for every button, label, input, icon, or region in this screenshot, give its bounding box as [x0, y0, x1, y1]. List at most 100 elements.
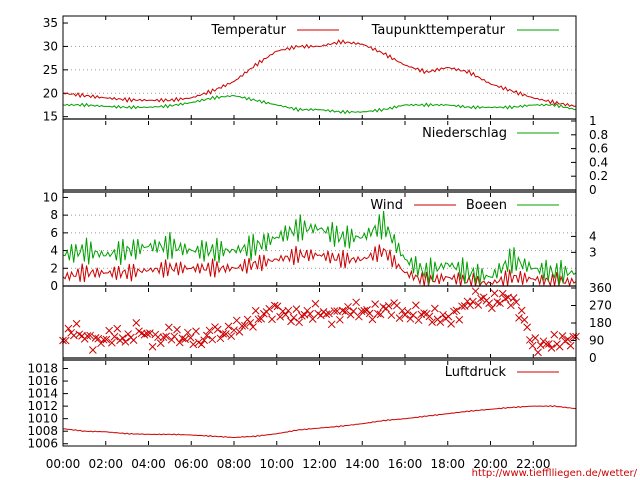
direction-point	[414, 316, 423, 325]
direction-point	[110, 332, 119, 341]
direction-point	[341, 307, 350, 316]
direction-point	[165, 323, 173, 332]
direction-point	[403, 307, 412, 316]
direction-point	[132, 319, 141, 327]
direction-point	[395, 314, 404, 322]
temp-ytick-label: 30	[43, 39, 58, 53]
direction-point	[268, 315, 276, 324]
wind-ytick-label: 2	[50, 261, 58, 275]
direction-point	[251, 306, 260, 315]
plot-frame	[62, 15, 577, 447]
pressure-ytick-label: 1010	[27, 412, 58, 426]
direction-point	[336, 315, 344, 324]
wind-ytick-label: 6	[50, 226, 58, 240]
pressure-ytick-label: 1016	[27, 374, 58, 388]
direction-point	[498, 289, 507, 298]
direction-point	[488, 304, 496, 313]
direction-point	[534, 348, 542, 357]
direction-point	[184, 328, 192, 337]
direction-point	[520, 316, 529, 324]
temp-ytick-label: 25	[43, 63, 58, 77]
direction-point	[466, 301, 474, 310]
direction-point	[257, 314, 265, 323]
direction-point	[412, 301, 420, 310]
direction-point	[246, 318, 255, 327]
pressure-ytick-label: 1006	[27, 437, 58, 451]
direction-point	[493, 298, 502, 306]
direction-point	[509, 294, 518, 302]
temp-ytick-label: 15	[43, 110, 58, 124]
legend-boeen: Boeen	[466, 198, 507, 213]
direction-point	[374, 309, 382, 318]
direction-point	[140, 330, 149, 339]
direction-point	[102, 335, 111, 344]
direction-point	[295, 318, 303, 327]
direction-point	[306, 310, 314, 318]
wind-right-tick-label: 3	[589, 245, 597, 259]
direction-point	[526, 336, 534, 344]
direction-point	[224, 322, 233, 331]
time-tick-label: 12:00	[302, 457, 337, 471]
direction-point	[156, 339, 165, 348]
direction-point	[528, 341, 537, 350]
direction-point	[189, 340, 198, 349]
direction-point	[344, 302, 352, 311]
direction-point	[173, 325, 181, 334]
legend-temperatur: Temperatur	[210, 23, 286, 38]
time-tick-label: 20:00	[473, 457, 508, 471]
time-tick-label: 10:00	[259, 457, 294, 471]
direction-point	[515, 314, 523, 322]
direction-point	[517, 306, 526, 315]
direction-point	[219, 329, 227, 338]
wind-ytick-label: 0	[50, 279, 58, 293]
wind-right-tick-label: 4	[589, 229, 597, 243]
direction-point	[490, 289, 499, 298]
direction-point	[241, 321, 249, 330]
direction-point	[118, 334, 127, 342]
direction-point	[450, 307, 458, 316]
time-tick-label: 00:00	[46, 457, 81, 471]
direction-point	[512, 298, 521, 307]
direction-point	[162, 332, 170, 341]
wind-ytick-label: 8	[50, 208, 58, 222]
direction-point	[197, 340, 206, 349]
legend-luftdruck: Luftdruck	[445, 365, 507, 380]
direction-point	[547, 344, 556, 352]
direction-point	[203, 331, 211, 340]
direction-right-tick-label: 90	[589, 334, 604, 348]
direction-point	[86, 331, 94, 340]
direction-right-tick-label: 360	[589, 281, 612, 295]
direction-point	[292, 305, 301, 314]
time-tick-label: 18:00	[430, 457, 465, 471]
wind-ytick-label: 10	[43, 190, 58, 204]
direction-point	[469, 297, 477, 306]
direction-right-tick-label: 180	[589, 316, 612, 330]
rain-right-tick-label: 0.8	[589, 128, 608, 142]
direction-point	[496, 299, 504, 308]
legend-taupunkttemperatur: Taupunkttemperatur	[371, 23, 506, 38]
direction-point	[235, 327, 244, 336]
direction-point	[352, 298, 360, 307]
direction-point	[338, 306, 347, 315]
direction-point	[154, 333, 162, 342]
direction-point	[439, 310, 447, 319]
direction-point	[550, 330, 559, 339]
direction-point	[431, 304, 439, 313]
direction-point	[208, 335, 217, 344]
direction-right-tick-label: 0	[589, 351, 597, 365]
rain-right-tick-label: 0.6	[589, 142, 608, 156]
wind-ytick-label: 4	[50, 244, 58, 258]
direction-point	[566, 341, 575, 350]
direction-point	[452, 306, 461, 315]
direction-point	[89, 346, 97, 354]
direction-point	[371, 300, 379, 308]
direction-point	[186, 333, 195, 342]
direction-point	[474, 301, 483, 309]
direction-point	[192, 327, 200, 336]
rain-right-tick-label: 0.4	[589, 155, 608, 169]
direction-point	[485, 299, 493, 308]
time-tick-label: 22:00	[516, 457, 551, 471]
direction-point	[523, 323, 531, 332]
direction-point	[542, 340, 550, 349]
direction-point	[545, 339, 553, 348]
